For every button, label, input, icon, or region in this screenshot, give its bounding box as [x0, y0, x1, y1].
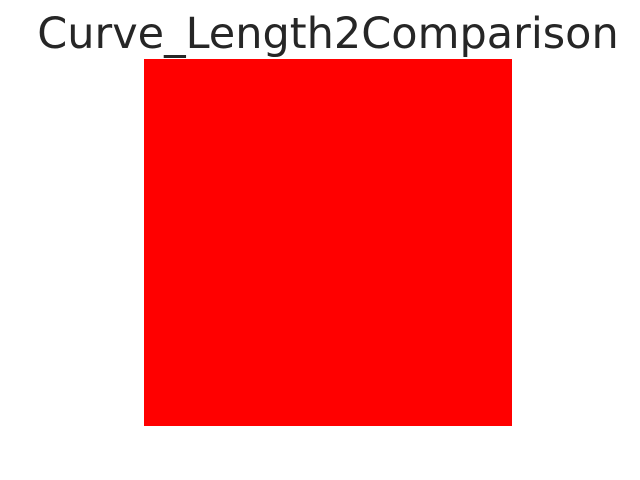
heatmap-cell: [144, 59, 512, 426]
heatmap-cells: [144, 59, 512, 426]
chart-title: Curve_Length2Comparison: [37, 9, 619, 59]
